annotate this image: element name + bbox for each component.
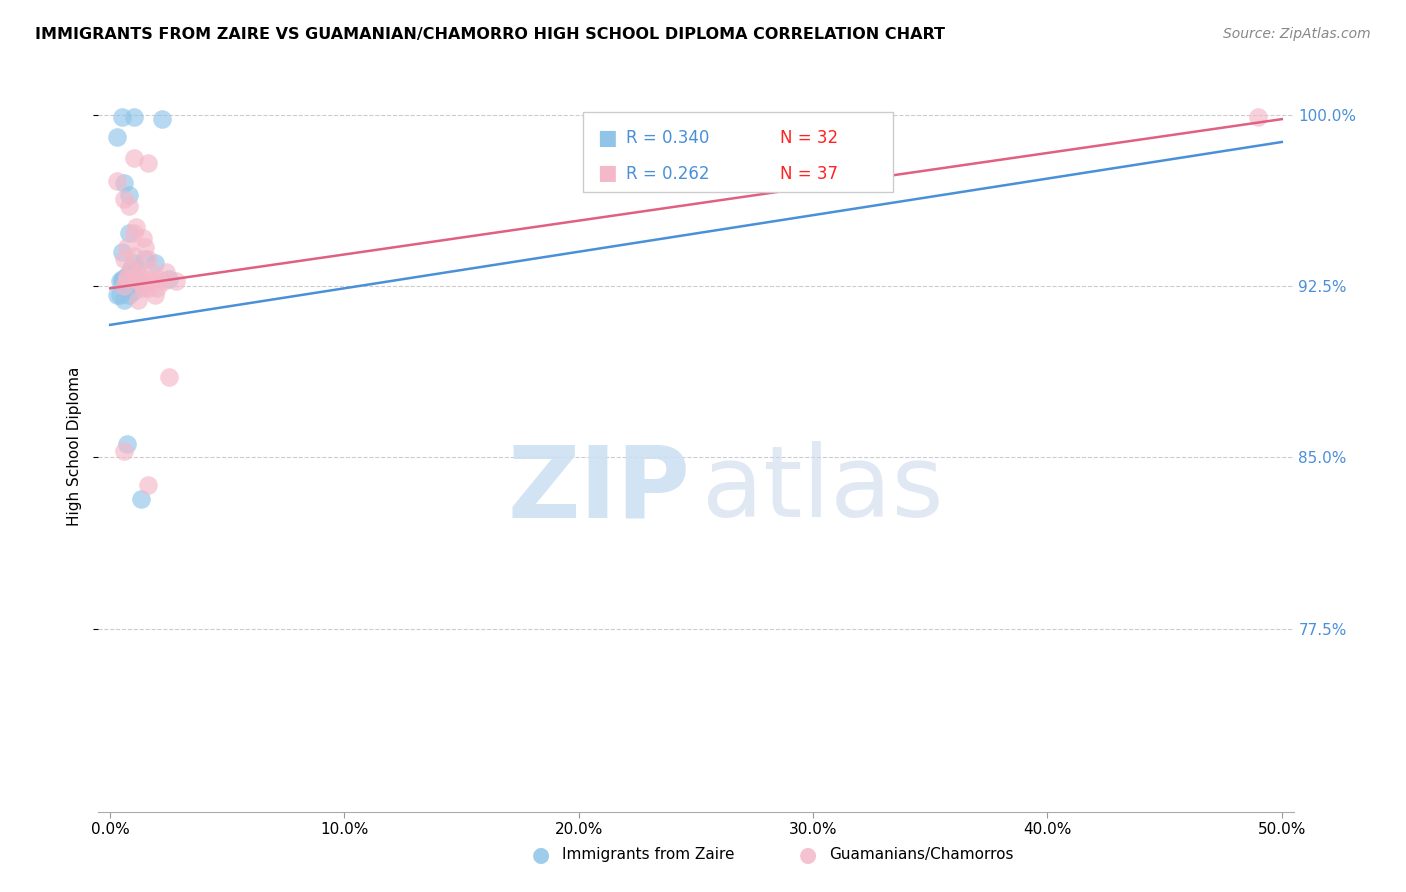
- Text: N = 37: N = 37: [780, 165, 838, 183]
- Point: [112, 274, 135, 288]
- Point: [136, 478, 159, 492]
- Point: [143, 288, 166, 302]
- Point: [118, 187, 141, 202]
- Point: [143, 256, 166, 270]
- Text: atlas: atlas: [702, 442, 943, 539]
- Point: [112, 192, 135, 206]
- Point: [122, 151, 145, 165]
- Point: [157, 272, 180, 286]
- Point: [136, 272, 159, 286]
- Point: [120, 260, 142, 275]
- Point: [129, 491, 152, 506]
- Point: [115, 272, 138, 286]
- Text: Immigrants from Zaire: Immigrants from Zaire: [562, 847, 735, 862]
- Point: [165, 274, 187, 288]
- Point: [120, 260, 142, 275]
- Text: IMMIGRANTS FROM ZAIRE VS GUAMANIAN/CHAMORRO HIGH SCHOOL DIPLOMA CORRELATION CHAR: IMMIGRANTS FROM ZAIRE VS GUAMANIAN/CHAMO…: [35, 27, 945, 42]
- Point: [132, 281, 155, 295]
- Point: [115, 240, 138, 254]
- Point: [115, 274, 138, 288]
- Point: [146, 281, 169, 295]
- Point: [136, 281, 159, 295]
- Text: ●: ●: [533, 845, 550, 864]
- Point: [108, 288, 131, 302]
- Point: [112, 293, 135, 307]
- Point: [115, 436, 138, 450]
- Text: ZIP: ZIP: [508, 442, 690, 539]
- Point: [139, 274, 162, 288]
- Point: [122, 110, 145, 124]
- Point: [122, 249, 145, 263]
- Point: [115, 272, 138, 286]
- Point: [127, 268, 149, 282]
- Point: [127, 293, 149, 307]
- Point: [1247, 110, 1270, 124]
- Point: [118, 199, 141, 213]
- Point: [153, 274, 176, 288]
- Point: [105, 288, 128, 302]
- Point: [115, 269, 138, 284]
- Point: [132, 231, 155, 245]
- Point: [118, 288, 141, 302]
- Point: [108, 274, 131, 288]
- Point: [111, 272, 134, 286]
- Point: [120, 279, 142, 293]
- Text: R = 0.340: R = 0.340: [626, 129, 709, 147]
- Point: [125, 263, 148, 277]
- Point: [136, 155, 159, 169]
- Point: [112, 272, 135, 286]
- Text: R = 0.262: R = 0.262: [626, 165, 709, 183]
- Point: [125, 272, 148, 286]
- Point: [150, 112, 173, 127]
- Point: [122, 256, 145, 270]
- Point: [118, 227, 141, 241]
- Point: [112, 252, 135, 266]
- Point: [155, 265, 177, 279]
- Point: [111, 110, 134, 124]
- Point: [112, 443, 135, 458]
- Point: [134, 240, 156, 254]
- Text: ●: ●: [800, 845, 817, 864]
- Point: [115, 268, 138, 282]
- Point: [132, 279, 155, 293]
- Text: ■: ■: [598, 163, 617, 183]
- Point: [105, 130, 128, 145]
- Point: [127, 277, 149, 291]
- Y-axis label: High School Diploma: High School Diploma: [66, 367, 82, 525]
- Text: N = 32: N = 32: [780, 129, 838, 147]
- Text: ■: ■: [598, 128, 617, 147]
- Point: [112, 279, 135, 293]
- Point: [122, 284, 145, 298]
- Point: [111, 274, 134, 288]
- Point: [134, 252, 156, 266]
- Point: [127, 265, 149, 279]
- Text: Source: ZipAtlas.com: Source: ZipAtlas.com: [1223, 27, 1371, 41]
- Point: [136, 252, 159, 266]
- Text: Guamanians/Chamorros: Guamanians/Chamorros: [830, 847, 1014, 862]
- Point: [157, 370, 180, 384]
- Point: [111, 244, 134, 259]
- Point: [129, 279, 152, 293]
- Point: [148, 272, 170, 286]
- Point: [122, 227, 145, 241]
- Point: [125, 219, 148, 234]
- Point: [139, 263, 162, 277]
- Point: [112, 176, 135, 190]
- Point: [105, 174, 128, 188]
